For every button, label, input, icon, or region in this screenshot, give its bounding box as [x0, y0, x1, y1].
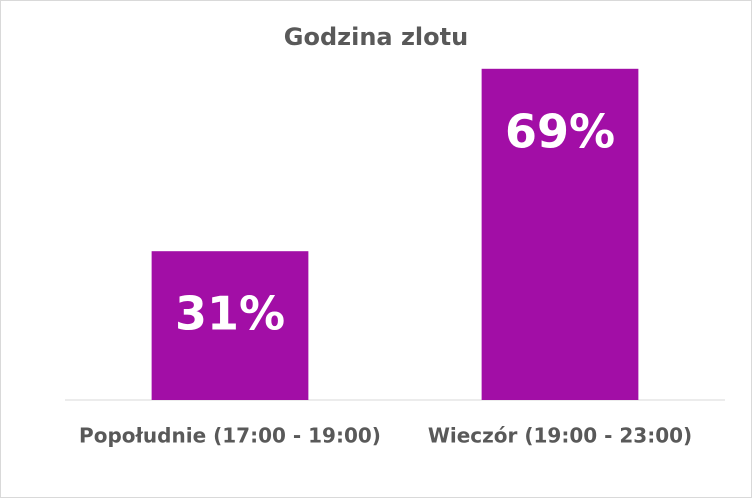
chart-title: Godzina zlotu: [284, 23, 468, 51]
x-tick-label: Popołudnie (17:00 - 19:00): [79, 424, 381, 448]
bar: [151, 251, 309, 400]
x-tick-label: Wieczór (19:00 - 23:00): [428, 424, 692, 448]
data-label: 31%: [175, 287, 285, 341]
bar: [481, 68, 639, 401]
data-label: 69%: [505, 104, 615, 158]
